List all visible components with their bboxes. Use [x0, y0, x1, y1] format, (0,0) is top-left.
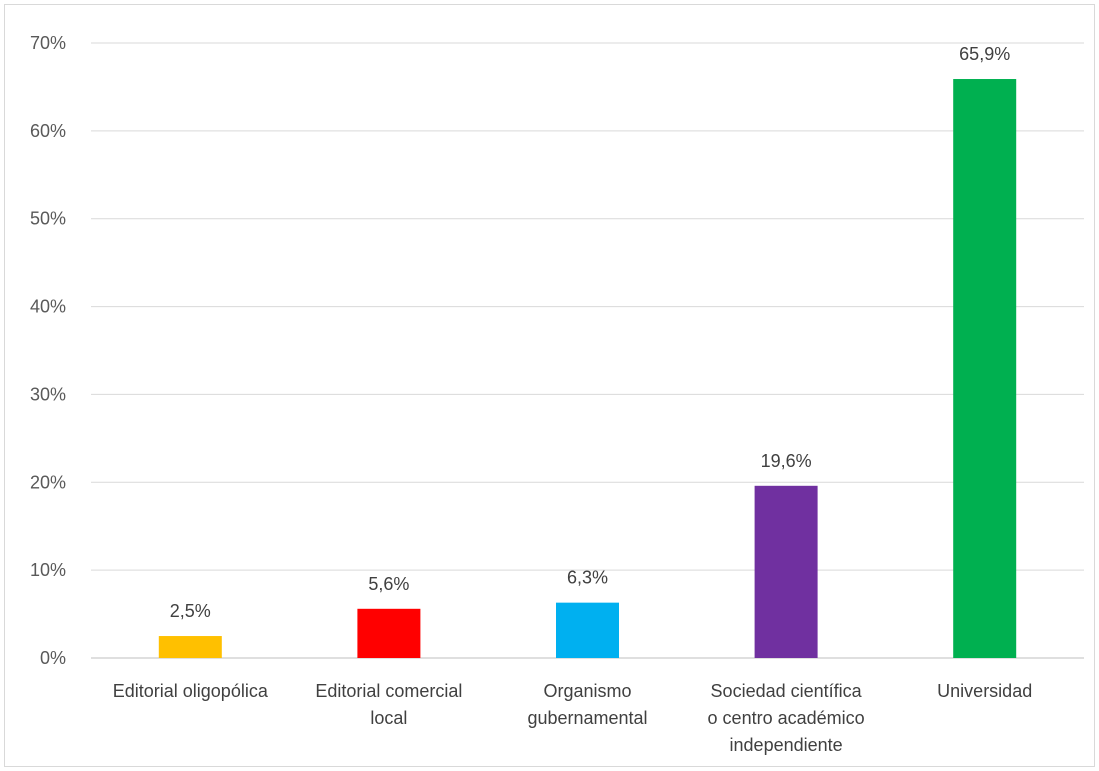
data-label: 5,6%: [368, 574, 409, 594]
x-tick-label: Sociedad científica: [711, 681, 863, 701]
data-label: 2,5%: [170, 601, 211, 621]
x-tick-label: o centro académico: [708, 708, 865, 728]
y-tick-label: 10%: [30, 560, 66, 580]
data-label: 6,3%: [567, 568, 608, 588]
y-tick-label: 70%: [30, 33, 66, 53]
y-tick-label: 20%: [30, 472, 66, 492]
y-tick-label: 60%: [30, 121, 66, 141]
x-tick-label: Editorial oligopólica: [113, 681, 269, 701]
data-label: 65,9%: [959, 44, 1010, 64]
bar: [953, 79, 1017, 659]
x-tick-label: Universidad: [937, 681, 1032, 701]
bar: [754, 485, 818, 658]
x-tick-label: Editorial comercial: [315, 681, 462, 701]
x-tick-label: independiente: [730, 735, 843, 755]
y-tick-label: 0%: [40, 648, 66, 668]
y-tick-label: 30%: [30, 384, 66, 404]
data-label: 19,6%: [761, 451, 812, 471]
bar: [357, 608, 421, 658]
bar: [556, 602, 619, 658]
y-tick-label: 50%: [30, 209, 66, 229]
x-tick-label: gubernamental: [527, 708, 647, 728]
x-tick-label: Organismo: [543, 681, 631, 701]
x-tick-label: local: [370, 708, 407, 728]
y-tick-label: 40%: [30, 297, 66, 317]
bar: [158, 636, 222, 658]
